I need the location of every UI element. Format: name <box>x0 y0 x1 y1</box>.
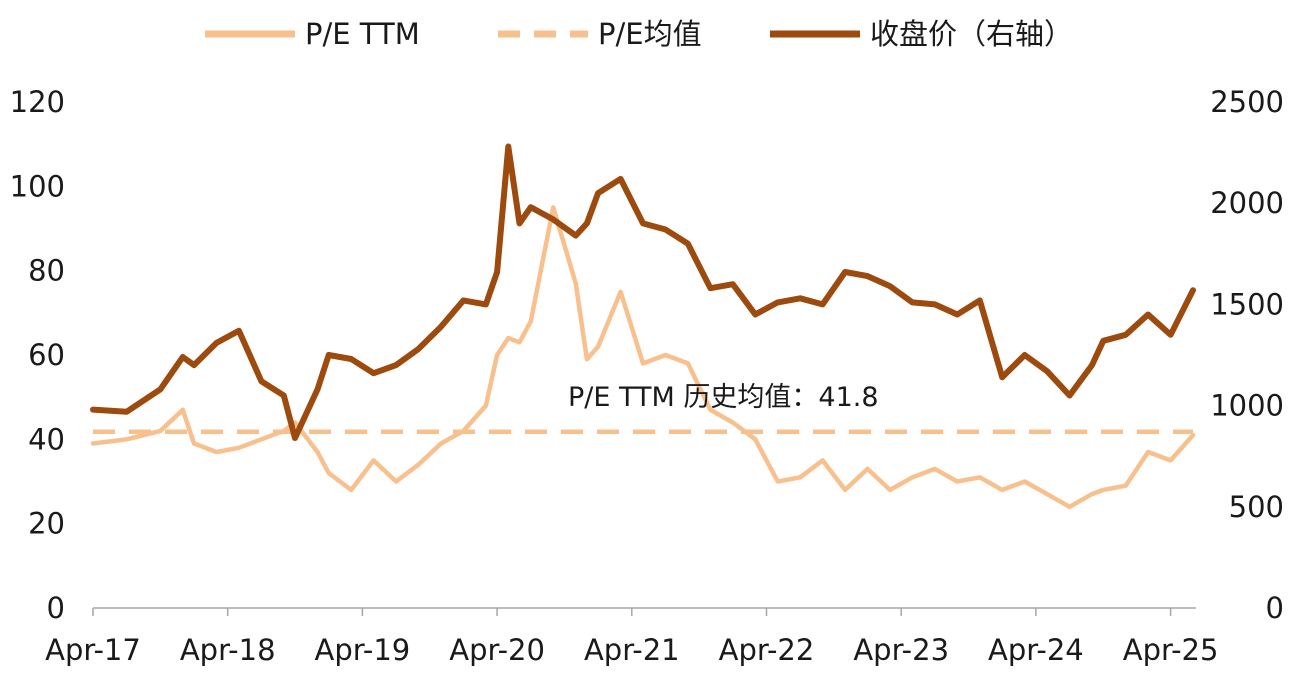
legend-label-pe-mean: P/E均值 <box>598 17 702 51</box>
series-layer <box>90 143 1196 510</box>
x-tick-label: Apr-20 <box>449 633 545 667</box>
axes: Apr-17 Apr-18 Apr-19 Apr-20 Apr-21 Apr-22 Apr-… <box>10 85 1284 667</box>
y-left-tick-label: 120 <box>10 85 65 119</box>
legend: P/E TTM P/E均值 收盘价（右轴） <box>205 17 1073 51</box>
y-left-tick-label: 0 <box>47 591 65 625</box>
y-right-tick-label: 2500 <box>1210 85 1284 119</box>
y-left-tick-label: 100 <box>10 169 65 203</box>
y-left-tick-label: 60 <box>28 338 65 372</box>
x-tick-label: Apr-21 <box>584 633 680 667</box>
y-left-tick-label: 80 <box>28 254 65 288</box>
x-tick-label: Apr-19 <box>315 633 411 667</box>
x-tick-label: Apr-22 <box>719 633 815 667</box>
x-tick-label: Apr-25 <box>1123 633 1219 667</box>
legend-label-price: 收盘价（右轴） <box>870 17 1073 51</box>
y-right-tick-label: 2000 <box>1210 186 1284 220</box>
x-tick-label: Apr-24 <box>988 633 1084 667</box>
legend-label-pe-ttm: P/E TTM <box>305 17 420 51</box>
x-tick-label: Apr-23 <box>853 633 949 667</box>
y-right-tick-label: 1000 <box>1210 389 1284 423</box>
pe-mean-annotation: P/E TTM 历史均值：41.8 <box>568 382 879 413</box>
y-right-tick-label: 1500 <box>1210 287 1284 321</box>
y-left-tick-label: 20 <box>28 507 65 541</box>
y-right-tick-label: 0 <box>1266 591 1284 625</box>
series-line-close-price <box>90 143 1196 441</box>
y-left-tick-label: 40 <box>28 422 65 456</box>
x-tick-label: Apr-17 <box>45 633 141 667</box>
x-tick-label: Apr-18 <box>180 633 276 667</box>
y-right-tick-label: 500 <box>1229 490 1284 524</box>
